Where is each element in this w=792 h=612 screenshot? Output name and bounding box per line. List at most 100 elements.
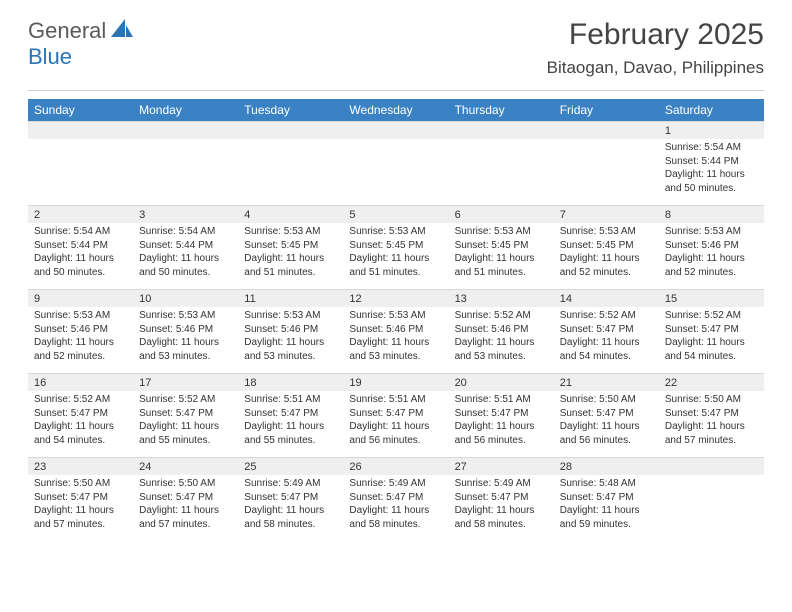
day-number: [659, 458, 764, 475]
daylight-text: Daylight: 11 hours and 57 minutes.: [139, 504, 232, 531]
sunrise-text: Sunrise: 5:49 AM: [349, 477, 442, 491]
dayhead-wed: Wednesday: [343, 99, 448, 121]
logo-text-blue: Blue: [28, 44, 72, 69]
day-data: Sunrise: 5:53 AMSunset: 5:45 PMDaylight:…: [449, 223, 554, 289]
sunset-text: Sunset: 5:45 PM: [455, 239, 548, 253]
day-data: [554, 139, 659, 205]
dayhead-mon: Monday: [133, 99, 238, 121]
sunset-text: Sunset: 5:47 PM: [455, 491, 548, 505]
day-number: 20: [449, 374, 554, 391]
day-number: 27: [449, 458, 554, 475]
day-number: 18: [238, 374, 343, 391]
day-data: Sunrise: 5:54 AMSunset: 5:44 PMDaylight:…: [28, 223, 133, 289]
sunrise-text: Sunrise: 5:48 AM: [560, 477, 653, 491]
week-number-row: 232425262728: [28, 457, 764, 475]
sunrise-text: Sunrise: 5:53 AM: [455, 225, 548, 239]
day-number: 9: [28, 290, 133, 307]
weeks-container: 1Sunrise: 5:54 AMSunset: 5:44 PMDaylight…: [28, 121, 764, 541]
day-data: Sunrise: 5:53 AMSunset: 5:45 PMDaylight:…: [554, 223, 659, 289]
day-number: 11: [238, 290, 343, 307]
day-number: 25: [238, 458, 343, 475]
sunrise-text: Sunrise: 5:50 AM: [34, 477, 127, 491]
day-number: 7: [554, 206, 659, 223]
day-number: 28: [554, 458, 659, 475]
day-number: 21: [554, 374, 659, 391]
daylight-text: Daylight: 11 hours and 51 minutes.: [244, 252, 337, 279]
day-number: [449, 122, 554, 139]
sunrise-text: Sunrise: 5:52 AM: [139, 393, 232, 407]
sunset-text: Sunset: 5:46 PM: [139, 323, 232, 337]
day-data: Sunrise: 5:52 AMSunset: 5:47 PMDaylight:…: [554, 307, 659, 373]
logo-sail-icon: [111, 19, 135, 44]
logo: General: [28, 18, 137, 44]
sunrise-text: Sunrise: 5:53 AM: [560, 225, 653, 239]
daylight-text: Daylight: 11 hours and 53 minutes.: [349, 336, 442, 363]
sunrise-text: Sunrise: 5:50 AM: [139, 477, 232, 491]
day-number: [238, 122, 343, 139]
sunrise-text: Sunrise: 5:54 AM: [34, 225, 127, 239]
day-data: Sunrise: 5:48 AMSunset: 5:47 PMDaylight:…: [554, 475, 659, 541]
daylight-text: Daylight: 11 hours and 58 minutes.: [455, 504, 548, 531]
day-number: 23: [28, 458, 133, 475]
daylight-text: Daylight: 11 hours and 55 minutes.: [139, 420, 232, 447]
day-data: Sunrise: 5:50 AMSunset: 5:47 PMDaylight:…: [133, 475, 238, 541]
sunset-text: Sunset: 5:47 PM: [34, 491, 127, 505]
daylight-text: Daylight: 11 hours and 58 minutes.: [349, 504, 442, 531]
day-number: 19: [343, 374, 448, 391]
sunset-text: Sunset: 5:47 PM: [34, 407, 127, 421]
day-data: Sunrise: 5:53 AMSunset: 5:46 PMDaylight:…: [238, 307, 343, 373]
day-data: Sunrise: 5:53 AMSunset: 5:46 PMDaylight:…: [28, 307, 133, 373]
day-number: 17: [133, 374, 238, 391]
sunrise-text: Sunrise: 5:52 AM: [560, 309, 653, 323]
week-number-row: 9101112131415: [28, 289, 764, 307]
day-number: [28, 122, 133, 139]
sunrise-text: Sunrise: 5:50 AM: [665, 393, 758, 407]
sunset-text: Sunset: 5:47 PM: [244, 407, 337, 421]
day-header-row: Sunday Monday Tuesday Wednesday Thursday…: [28, 99, 764, 121]
day-number: 24: [133, 458, 238, 475]
sunrise-text: Sunrise: 5:53 AM: [349, 309, 442, 323]
sunset-text: Sunset: 5:45 PM: [560, 239, 653, 253]
day-data: Sunrise: 5:49 AMSunset: 5:47 PMDaylight:…: [449, 475, 554, 541]
month-title: February 2025: [547, 18, 764, 52]
day-data: Sunrise: 5:50 AMSunset: 5:47 PMDaylight:…: [28, 475, 133, 541]
day-number: 13: [449, 290, 554, 307]
sunrise-text: Sunrise: 5:53 AM: [244, 225, 337, 239]
week-number-row: 16171819202122: [28, 373, 764, 391]
day-number: 14: [554, 290, 659, 307]
daylight-text: Daylight: 11 hours and 52 minutes.: [560, 252, 653, 279]
daylight-text: Daylight: 11 hours and 55 minutes.: [244, 420, 337, 447]
day-number: [133, 122, 238, 139]
week-data-row: Sunrise: 5:54 AMSunset: 5:44 PMDaylight:…: [28, 139, 764, 205]
title-block: February 2025 Bitaogan, Davao, Philippin…: [547, 18, 764, 78]
daylight-text: Daylight: 11 hours and 57 minutes.: [34, 504, 127, 531]
day-number: [343, 122, 448, 139]
day-data: Sunrise: 5:53 AMSunset: 5:46 PMDaylight:…: [343, 307, 448, 373]
sunrise-text: Sunrise: 5:53 AM: [139, 309, 232, 323]
dayhead-tue: Tuesday: [238, 99, 343, 121]
day-number: 12: [343, 290, 448, 307]
day-data: Sunrise: 5:51 AMSunset: 5:47 PMDaylight:…: [343, 391, 448, 457]
dayhead-sun: Sunday: [28, 99, 133, 121]
sunrise-text: Sunrise: 5:53 AM: [665, 225, 758, 239]
sunset-text: Sunset: 5:45 PM: [349, 239, 442, 253]
week-data-row: Sunrise: 5:50 AMSunset: 5:47 PMDaylight:…: [28, 475, 764, 541]
logo-text-general: General: [28, 18, 106, 44]
day-number: 3: [133, 206, 238, 223]
calendar: Sunday Monday Tuesday Wednesday Thursday…: [28, 99, 764, 541]
sunrise-text: Sunrise: 5:53 AM: [34, 309, 127, 323]
daylight-text: Daylight: 11 hours and 52 minutes.: [665, 252, 758, 279]
daylight-text: Daylight: 11 hours and 52 minutes.: [34, 336, 127, 363]
day-data: Sunrise: 5:52 AMSunset: 5:46 PMDaylight:…: [449, 307, 554, 373]
header: General February 2025 Bitaogan, Davao, P…: [0, 0, 792, 84]
sunset-text: Sunset: 5:46 PM: [665, 239, 758, 253]
sunset-text: Sunset: 5:46 PM: [34, 323, 127, 337]
daylight-text: Daylight: 11 hours and 56 minutes.: [560, 420, 653, 447]
day-number: [554, 122, 659, 139]
sunset-text: Sunset: 5:47 PM: [349, 491, 442, 505]
sunset-text: Sunset: 5:47 PM: [455, 407, 548, 421]
day-data: Sunrise: 5:51 AMSunset: 5:47 PMDaylight:…: [449, 391, 554, 457]
sunset-text: Sunset: 5:44 PM: [34, 239, 127, 253]
day-number: 4: [238, 206, 343, 223]
day-number: 8: [659, 206, 764, 223]
